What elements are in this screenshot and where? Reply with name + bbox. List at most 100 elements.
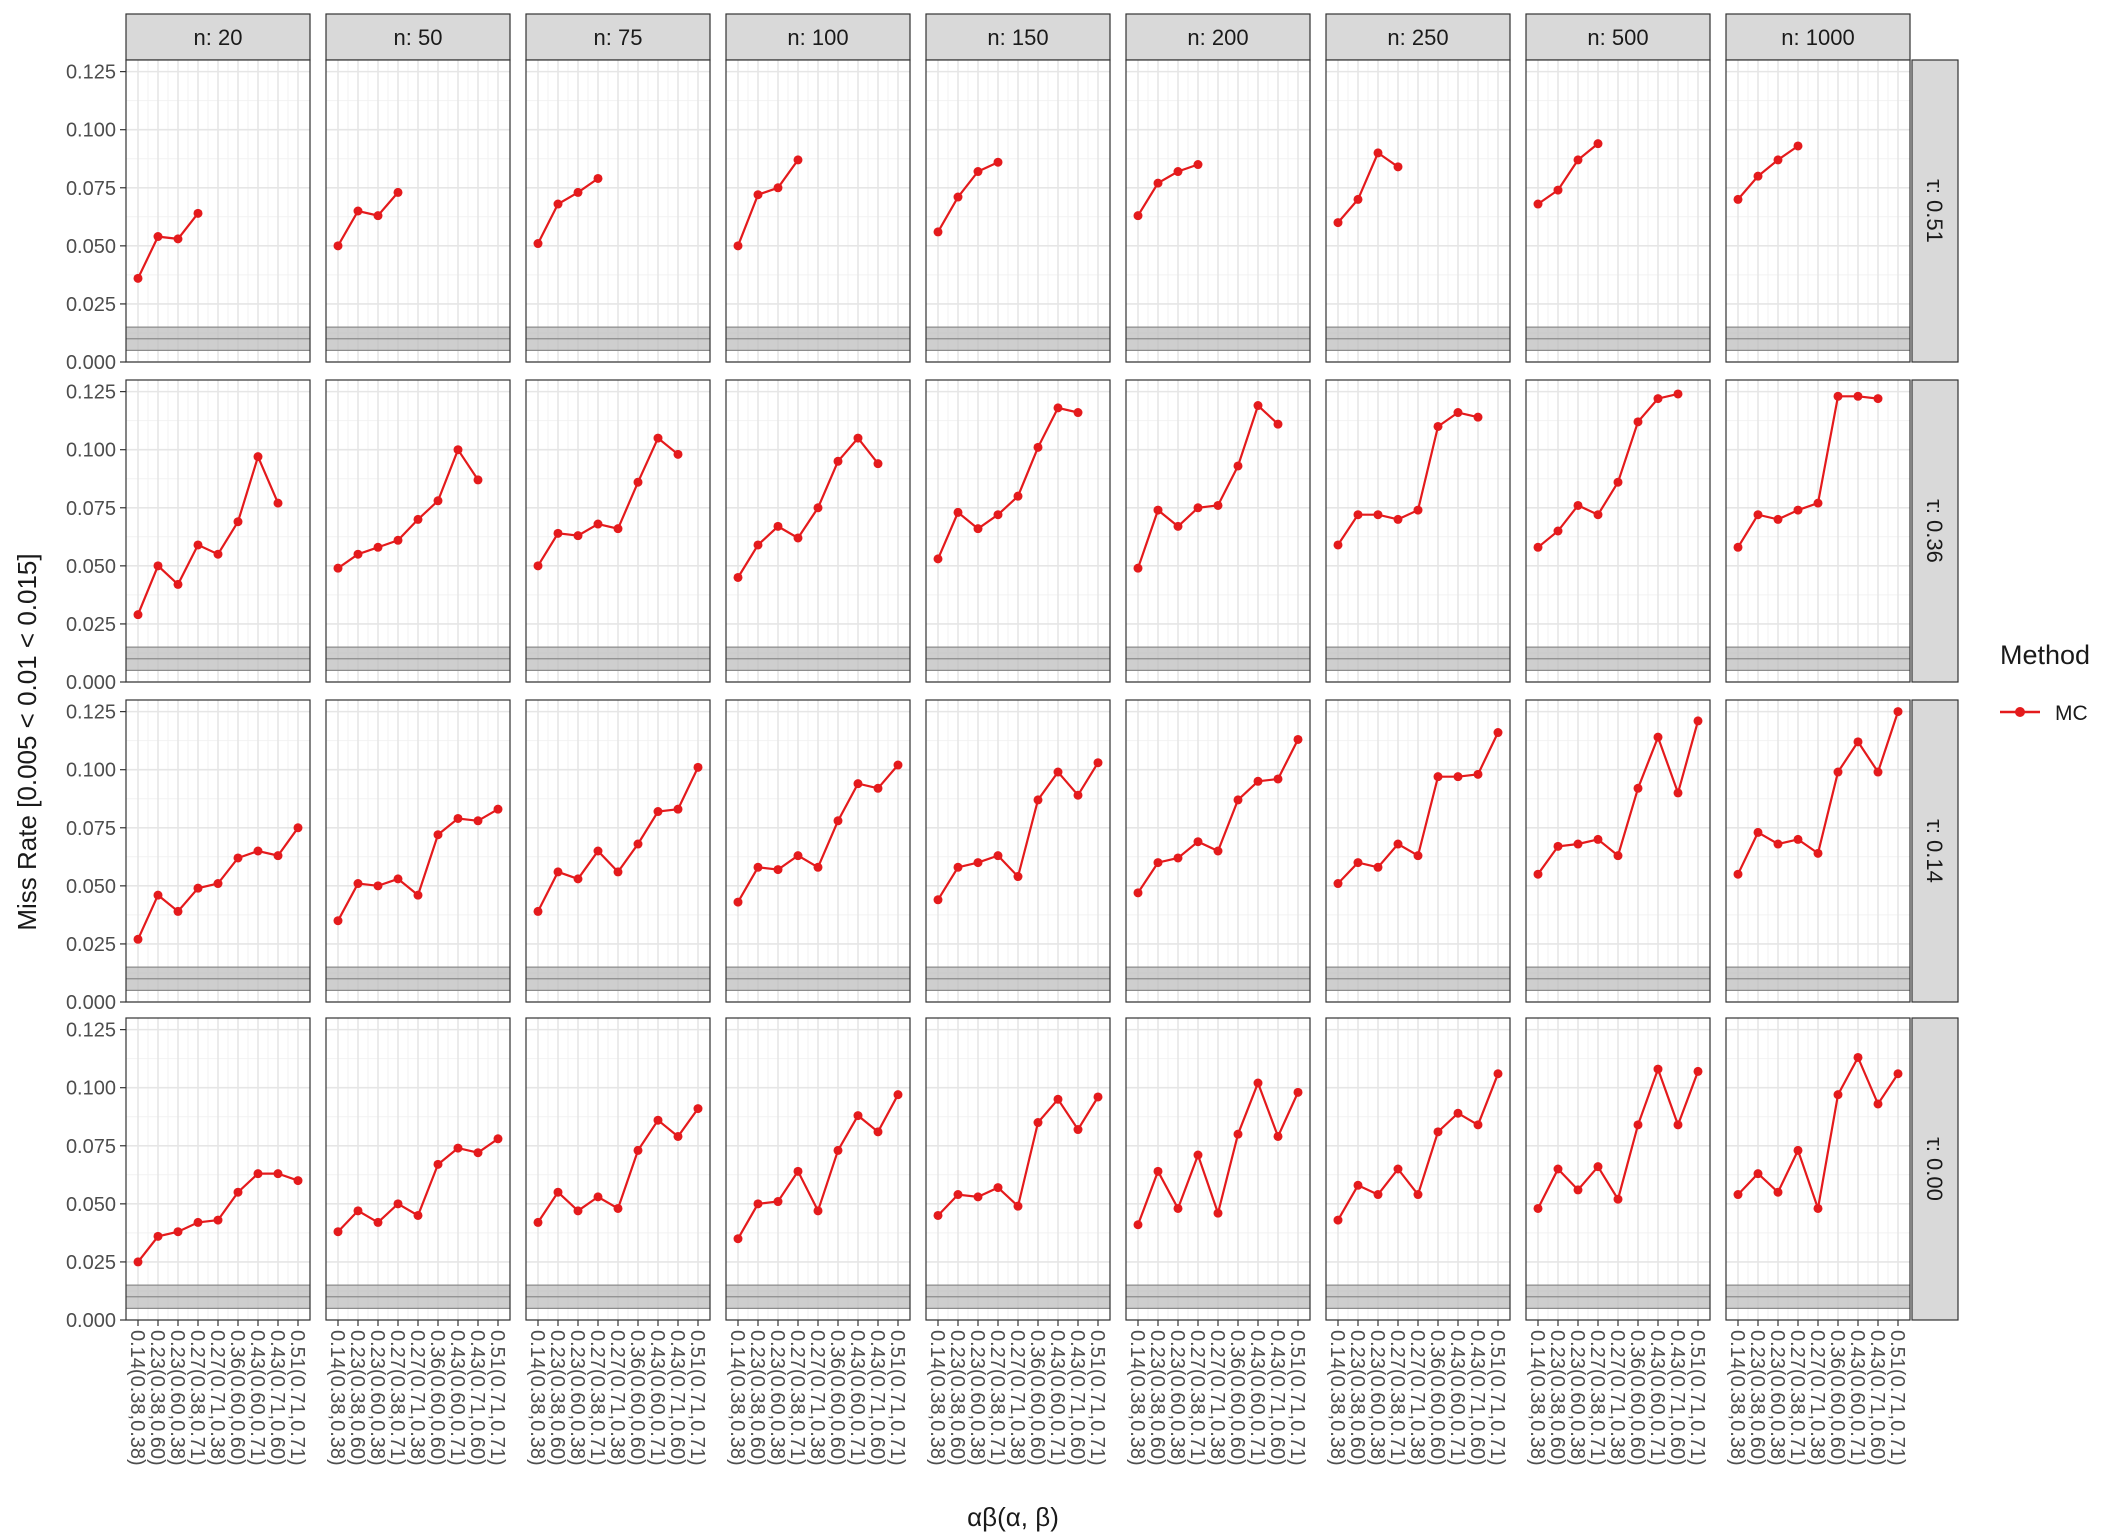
x-tick-label: 0.43(0.60,0.71) (846, 1330, 868, 1466)
facet-panel (525, 1017, 711, 1321)
facet-panel (925, 1017, 1111, 1321)
data-point (893, 1090, 903, 1100)
facet-panel (1325, 699, 1511, 1003)
panel-border (1525, 699, 1711, 1003)
facet-panel (125, 379, 311, 683)
col-strip-label: n: 200 (1187, 25, 1248, 50)
data-point (1553, 526, 1563, 536)
data-point (1593, 510, 1603, 520)
facet-panel (525, 379, 711, 683)
facet-panel (1725, 699, 1911, 1003)
data-point (1733, 1190, 1743, 1200)
facet-panel (525, 699, 711, 1003)
col-strip-label: n: 100 (787, 25, 848, 50)
x-tick-label: 0.43(0.71,0.60) (1466, 1330, 1488, 1466)
data-point (1233, 795, 1243, 805)
x-tick-label: 0.27(0.71,0.38) (1406, 1330, 1428, 1466)
x-tick-label: 0.43(0.60,0.71) (1246, 1330, 1268, 1466)
data-point (413, 1210, 423, 1220)
panel-border (1125, 59, 1311, 363)
data-point (1793, 1145, 1803, 1155)
data-point (333, 563, 343, 573)
x-tick-label: 0.27(0.71,0.38) (1806, 1330, 1828, 1466)
x-tick-label: 0.14(0.38,0.38) (526, 1330, 548, 1466)
data-point (973, 524, 983, 534)
data-point (1793, 834, 1803, 844)
data-point (933, 1210, 943, 1220)
data-point (453, 445, 463, 455)
y-tick-label: 0.125 (66, 702, 116, 724)
facet-panel (725, 699, 911, 1003)
x-tick-label: 0.36(0.60,0.60) (826, 1330, 848, 1466)
data-point (753, 190, 763, 200)
x-tick-label: 0.14(0.38,0.38) (126, 1330, 148, 1466)
data-point (1173, 853, 1183, 863)
data-point (653, 433, 663, 443)
col-strip: n: 250 (1325, 13, 1511, 61)
data-point (1893, 1069, 1903, 1079)
data-point (573, 187, 583, 197)
data-point (933, 895, 943, 905)
data-point (1493, 1069, 1503, 1079)
panel-border (1325, 699, 1511, 1003)
data-point (1733, 542, 1743, 552)
x-tick-label: 0.36(0.60,0.60) (1426, 1330, 1448, 1466)
facet-panel (125, 59, 311, 363)
data-point (1353, 858, 1363, 868)
x-tick-label: 0.36(0.60,0.60) (1826, 1330, 1848, 1466)
data-point (1393, 514, 1403, 524)
data-point (233, 853, 243, 863)
col-strip: n: 20 (125, 13, 311, 61)
data-point (193, 208, 203, 218)
data-point (273, 1169, 283, 1179)
data-point (1553, 1164, 1563, 1174)
x-tick-label: 0.51(0.71,0.71) (1686, 1330, 1708, 1466)
x-tick-label: 0.27(0.71,0.38) (206, 1330, 228, 1466)
data-point (1073, 1125, 1083, 1135)
data-point (1133, 563, 1143, 573)
series-line-mc (937, 161, 999, 233)
data-point (1173, 1203, 1183, 1213)
data-point (1733, 869, 1743, 879)
data-point (1833, 391, 1843, 401)
series-line-mc (136, 453, 280, 616)
data-point (253, 1169, 263, 1179)
data-point (953, 507, 963, 517)
facet-panel (1125, 699, 1311, 1003)
data-point (493, 1134, 503, 1144)
data-point (433, 1159, 443, 1169)
x-tick-label: 0.51(0.71,0.71) (286, 1330, 308, 1466)
y-axis-title: Miss Rate [0.005 < 0.01 < 0.015] (12, 553, 42, 930)
data-point (1253, 1078, 1263, 1088)
facet-panel (725, 379, 911, 683)
data-point (1273, 1131, 1283, 1141)
axes-layer: 0.000 0.025 0.050 0.075 0.100 0.125 0.000 0.025… (66, 62, 1908, 1466)
col-strip-label: n: 50 (394, 25, 443, 50)
data-point (1753, 171, 1763, 181)
col-strip-bg (125, 13, 311, 61)
series-line-mc (1337, 151, 1399, 224)
data-point (693, 1104, 703, 1114)
data-point (693, 762, 703, 772)
data-point (1153, 178, 1163, 188)
data-point (853, 779, 863, 789)
data-point (493, 804, 503, 814)
panel-border (525, 379, 711, 683)
facet-panel (325, 699, 511, 1003)
x-tick-label: 0.23(0.60,0.38) (366, 1330, 388, 1466)
data-point (1533, 869, 1543, 879)
data-point (133, 934, 143, 944)
data-point (1373, 862, 1383, 872)
y-tick-label: 0.025 (66, 1252, 116, 1274)
data-point (333, 241, 343, 251)
data-point (673, 1131, 683, 1141)
col-strip-bg (725, 13, 911, 61)
data-point (353, 879, 363, 889)
facet-panel (125, 699, 311, 1003)
data-point (953, 1190, 963, 1200)
facet-panel (1525, 59, 1711, 363)
facet-panel (1725, 1017, 1911, 1321)
row-strip-label: τ: 0.00 (1922, 1137, 1947, 1201)
data-point (393, 1199, 403, 1209)
data-point (1613, 477, 1623, 487)
